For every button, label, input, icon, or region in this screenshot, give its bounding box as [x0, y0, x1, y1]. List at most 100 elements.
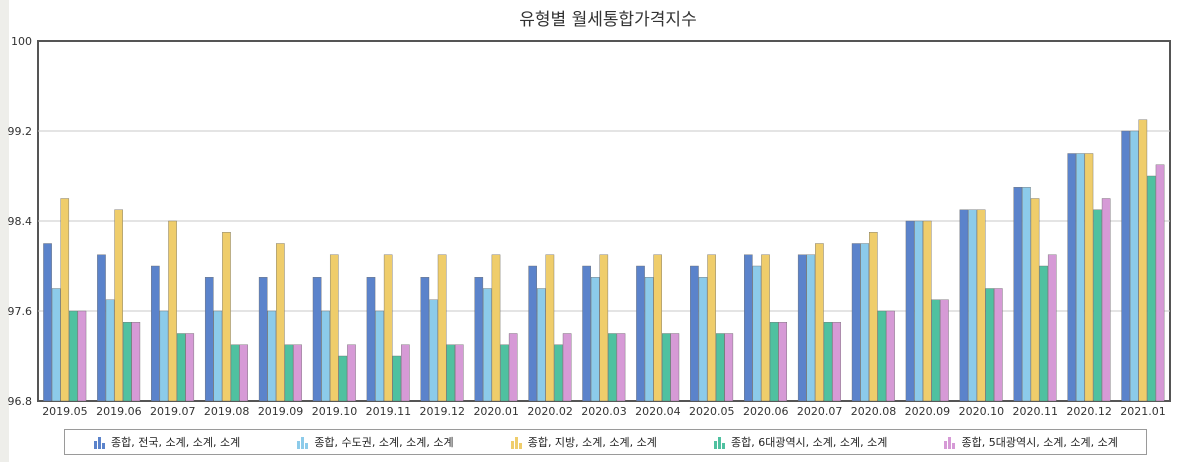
y-tick-label: 97.6 [8, 305, 33, 318]
x-tick-label: 2019.11 [366, 405, 412, 418]
bar-chart-icon [944, 437, 956, 449]
bar [258, 277, 268, 402]
bar [616, 333, 626, 402]
x-tick-label: 2019.10 [312, 405, 358, 418]
bar [860, 243, 870, 402]
bar [744, 254, 753, 402]
legend-item[interactable]: 종합, 5대광역시, 소계, 소계, 소계 [943, 434, 1118, 450]
legend-item[interactable]: 종합, 지방, 소계, 소계, 소계 [510, 434, 657, 450]
bar [608, 333, 617, 402]
bar [43, 243, 52, 402]
legend-label: 종합, 5대광역시, 소계, 소계, 소계 [961, 436, 1118, 449]
x-tick-label: 2019.12 [420, 405, 466, 418]
bar [105, 299, 115, 402]
bar [590, 277, 600, 402]
bar [69, 310, 78, 402]
bar-chart-icon [297, 437, 309, 449]
page-edge-strip [0, 0, 9, 462]
bar [1121, 130, 1130, 402]
bar [662, 333, 671, 402]
bar [222, 232, 231, 402]
bar [670, 333, 680, 402]
x-tick-label: 2020.02 [527, 405, 573, 418]
x-axis: 2019.05 2019.06 2019.07 2019.08 2019.09 2019.… [42, 405, 1166, 418]
legend-label: 종합, 전국, 소계, 소계, 소계 [111, 436, 241, 449]
bar [375, 310, 384, 402]
bar [1101, 198, 1111, 402]
bar [168, 220, 177, 402]
bar-chart-icon [713, 437, 725, 449]
bar [869, 232, 878, 402]
bar [77, 310, 87, 402]
bar [1047, 254, 1057, 402]
bar [545, 254, 555, 402]
bar [429, 299, 438, 402]
bar [797, 254, 807, 402]
bar [562, 333, 572, 402]
bar [914, 220, 923, 402]
bar-chart-icon [510, 437, 522, 449]
bar [1013, 187, 1023, 402]
bar [582, 265, 591, 402]
y-tick-label: 100 [11, 35, 32, 48]
bar [886, 310, 895, 402]
x-tick-label: 2020.11 [1012, 405, 1058, 418]
x-tick-label: 2020.03 [581, 405, 627, 418]
bar [1067, 153, 1077, 402]
bar [230, 344, 240, 402]
bar [347, 344, 356, 402]
bar [204, 277, 214, 402]
x-tick-label: 2020.01 [473, 405, 519, 418]
bar [959, 209, 969, 402]
bar [293, 344, 302, 402]
bar [752, 265, 762, 402]
bar [383, 254, 393, 402]
bar [401, 344, 410, 402]
y-tick-label: 98.4 [8, 215, 33, 228]
x-tick-label: 2020.08 [851, 405, 897, 418]
bar [769, 322, 779, 402]
bar-chart-icon [94, 437, 106, 449]
x-tick-label: 2020.07 [797, 405, 843, 418]
legend-label: 종합, 수도권, 소계, 소계, 소계 [314, 436, 454, 449]
legend-item[interactable]: 종합, 전국, 소계, 소계, 소계 [93, 434, 240, 450]
legend-item[interactable]: 종합, 수도권, 소계, 소계, 소계 [296, 434, 454, 450]
bar [122, 322, 132, 402]
bar [815, 243, 824, 402]
bar [931, 299, 941, 402]
bar [707, 254, 716, 402]
bar [554, 344, 563, 402]
x-tick-label: 2020.05 [689, 405, 735, 418]
x-tick-label: 2021.01 [1120, 405, 1166, 418]
bar [690, 265, 699, 402]
bar [454, 344, 464, 402]
x-tick-label: 2020.06 [743, 405, 789, 418]
legend-item[interactable]: 종합, 6대광역시, 소계, 소계, 소계 [713, 434, 887, 450]
bar [276, 243, 285, 402]
bar [213, 310, 223, 402]
x-tick-label: 2019.05 [42, 405, 88, 418]
bar [1155, 164, 1165, 402]
y-tick-label: 99.2 [8, 125, 33, 138]
bar [905, 220, 915, 402]
bar [420, 277, 430, 402]
bar [338, 355, 348, 402]
bar [537, 288, 546, 402]
y-axis: 96.8 97.6 98.4 99.2 100 [8, 35, 33, 408]
bar [1084, 153, 1094, 402]
bar [922, 220, 932, 402]
bar [97, 254, 106, 402]
bar [239, 344, 248, 402]
bar [778, 322, 788, 402]
x-tick-label: 2020.10 [959, 405, 1005, 418]
x-tick-label: 2020.04 [635, 405, 681, 418]
bar [329, 254, 339, 402]
bar [599, 254, 609, 402]
bar [446, 344, 455, 402]
x-tick-label: 2020.12 [1066, 405, 1112, 418]
bar [151, 265, 160, 402]
bar [985, 288, 995, 402]
bar [366, 277, 376, 402]
bar [508, 333, 518, 402]
